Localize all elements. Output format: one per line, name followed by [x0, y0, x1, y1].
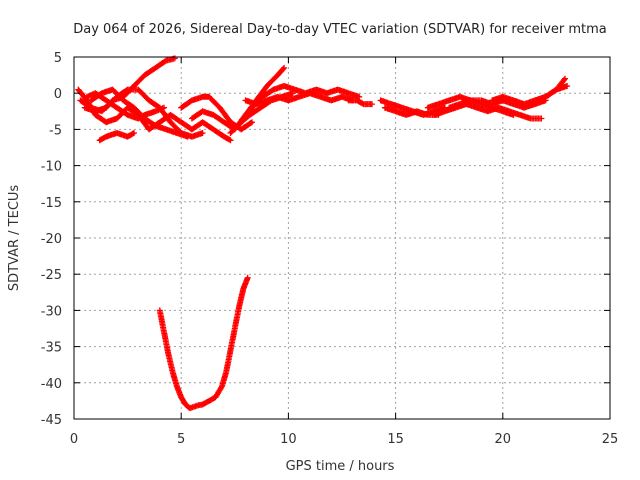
y-tick-label: -5: [49, 123, 62, 138]
y-tick-label: -35: [41, 341, 62, 356]
data-marks: [75, 55, 571, 412]
y-tick-label: 0: [54, 87, 62, 102]
grid: [74, 57, 610, 419]
y-tick-label: 5: [54, 51, 62, 66]
series-trace-e: [96, 130, 137, 144]
y-tick-label: -45: [41, 413, 62, 428]
x-tick-label: 20: [495, 432, 512, 447]
y-axis-label: SDTVAR / TECUs: [7, 185, 22, 292]
series-points: [156, 274, 251, 412]
series-trace-s: [532, 83, 571, 104]
y-tick-label: -40: [41, 377, 62, 392]
series-points: [532, 83, 571, 104]
series-points: [345, 97, 375, 108]
y-tick-label: -20: [41, 232, 62, 247]
x-tick-label: 0: [70, 432, 78, 447]
y-tick-label: -30: [41, 304, 62, 319]
x-tick-label: 10: [280, 432, 297, 447]
x-tick-label: 5: [177, 432, 185, 447]
x-tick-label: 25: [602, 432, 619, 447]
series-trace-f: [83, 90, 167, 122]
x-axis-label: GPS time / hours: [286, 459, 395, 474]
x-tick-label: 15: [387, 432, 404, 447]
series-points: [446, 97, 517, 118]
series-trace-l: [345, 97, 375, 108]
axis-ticks: 0 5 10 15 20 25 5 0 -5 -10 -15 -20 -25 -30 -35 -40 -45: [41, 51, 619, 447]
series-trace-d: [88, 86, 191, 140]
series-points: [96, 130, 137, 144]
series-points: [88, 86, 191, 140]
series-trace-q: [446, 97, 517, 118]
y-tick-label: -25: [41, 268, 62, 283]
series-trace-t: [156, 274, 251, 412]
chart-title: Day 064 of 2026, Sidereal Day-to-day VTE…: [73, 22, 607, 37]
series-points: [83, 90, 167, 122]
y-tick-label: -10: [41, 160, 62, 175]
y-tick-label: -15: [41, 196, 62, 211]
series-points: [238, 90, 296, 126]
series-trace-k: [238, 90, 296, 126]
